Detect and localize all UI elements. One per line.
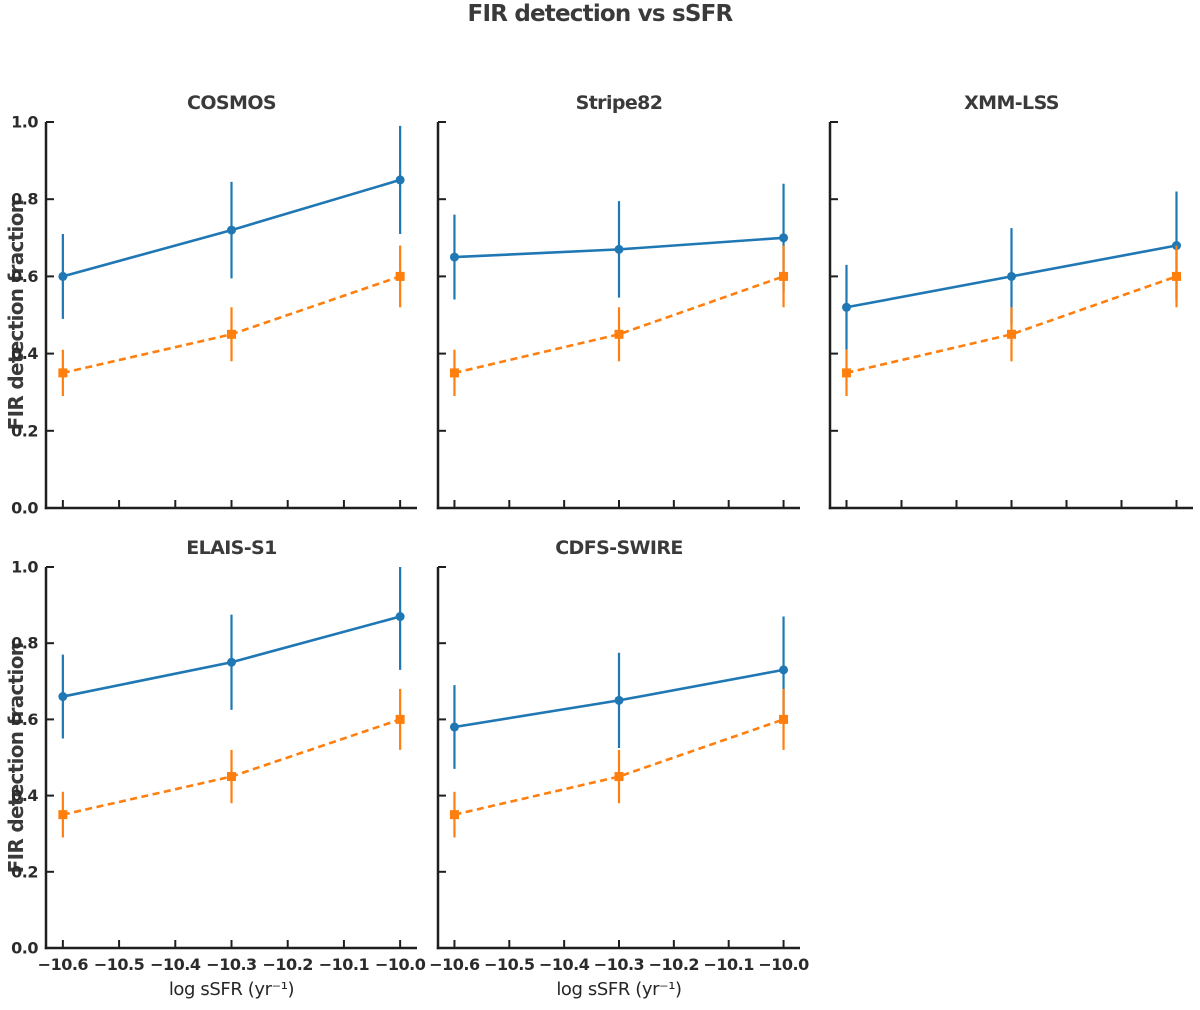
data-point-square bbox=[449, 368, 459, 378]
data-point-square bbox=[842, 368, 851, 378]
y-tick-label: 0.2 bbox=[11, 862, 38, 881]
x-tick-label: −10.1 bbox=[704, 955, 755, 974]
panel-title-stripe82: Stripe82 bbox=[575, 92, 663, 114]
data-point-square bbox=[1172, 271, 1181, 281]
y-tick-label: 0.8 bbox=[11, 190, 38, 209]
panel-title-cosmos: COSMOS bbox=[187, 92, 277, 114]
data-point-circle bbox=[1007, 271, 1016, 281]
data-point-square bbox=[779, 271, 789, 281]
data-point-circle bbox=[395, 175, 405, 185]
x-tick-label: −10.0 bbox=[375, 955, 426, 974]
panel-title-xmm-lss: XMM-LSS bbox=[964, 92, 1059, 114]
y-tick-label: 0.8 bbox=[11, 634, 38, 653]
data-point-square bbox=[227, 772, 236, 782]
data-point-square bbox=[395, 714, 405, 724]
x-axis-label-left: log sSFR (yr⁻¹) bbox=[168, 979, 295, 1000]
y-tick-label: 1.0 bbox=[11, 558, 38, 577]
data-point-circle bbox=[779, 665, 789, 675]
x-tick-label: −10.3 bbox=[206, 955, 256, 974]
y-tick-label: 0.2 bbox=[11, 421, 38, 440]
data-point-square bbox=[614, 329, 624, 339]
data-point-square bbox=[227, 329, 236, 339]
data-point-circle bbox=[227, 225, 236, 235]
x-tick-label: −10.1 bbox=[319, 955, 370, 974]
x-tick-label: −10.4 bbox=[539, 955, 590, 974]
data-point-circle bbox=[449, 722, 459, 732]
data-point-circle bbox=[779, 233, 789, 243]
x-tick-label: −10.5 bbox=[484, 955, 535, 974]
data-point-square bbox=[779, 714, 789, 724]
y-tick-label: 1.0 bbox=[11, 113, 38, 132]
x-tick-label: −10.0 bbox=[758, 955, 809, 974]
data-point-circle bbox=[58, 692, 68, 702]
x-tick-label: −10.6 bbox=[38, 955, 89, 974]
y-tick-label: 0.4 bbox=[11, 786, 38, 805]
x-tick-label: −10.5 bbox=[94, 955, 145, 974]
x-tick-label: −10.2 bbox=[649, 955, 699, 974]
data-point-circle bbox=[395, 612, 405, 622]
data-point-circle bbox=[842, 302, 851, 312]
panel-title-cdfs-swire: CDFS-SWIRE bbox=[555, 537, 683, 559]
data-point-circle bbox=[614, 244, 624, 254]
y-tick-label: 0.6 bbox=[11, 710, 38, 729]
x-tick-label: −10.3 bbox=[594, 955, 644, 974]
x-axis-label-right: log sSFR (yr⁻¹) bbox=[556, 979, 682, 1000]
data-point-square bbox=[1007, 329, 1016, 339]
data-point-square bbox=[58, 368, 68, 378]
y-tick-label: 0.0 bbox=[11, 939, 38, 958]
x-tick-label: −10.4 bbox=[150, 955, 201, 974]
panel-title-elais-s1: ELAIS-S1 bbox=[186, 537, 277, 559]
data-point-circle bbox=[58, 271, 68, 281]
data-point-square bbox=[449, 810, 459, 820]
data-point-circle bbox=[227, 657, 236, 667]
figure-title: FIR detection vs sSFR bbox=[467, 1, 734, 27]
y-tick-label: 0.0 bbox=[11, 499, 38, 518]
x-tick-label: −10.2 bbox=[263, 955, 313, 974]
y-tick-label: 0.4 bbox=[11, 344, 38, 363]
data-point-square bbox=[614, 772, 624, 782]
data-point-circle bbox=[449, 252, 459, 262]
data-point-circle bbox=[614, 695, 624, 705]
x-tick-label: −10.6 bbox=[429, 955, 480, 974]
data-point-square bbox=[58, 810, 68, 820]
data-point-square bbox=[395, 271, 405, 281]
y-tick-label: 0.6 bbox=[11, 267, 38, 286]
